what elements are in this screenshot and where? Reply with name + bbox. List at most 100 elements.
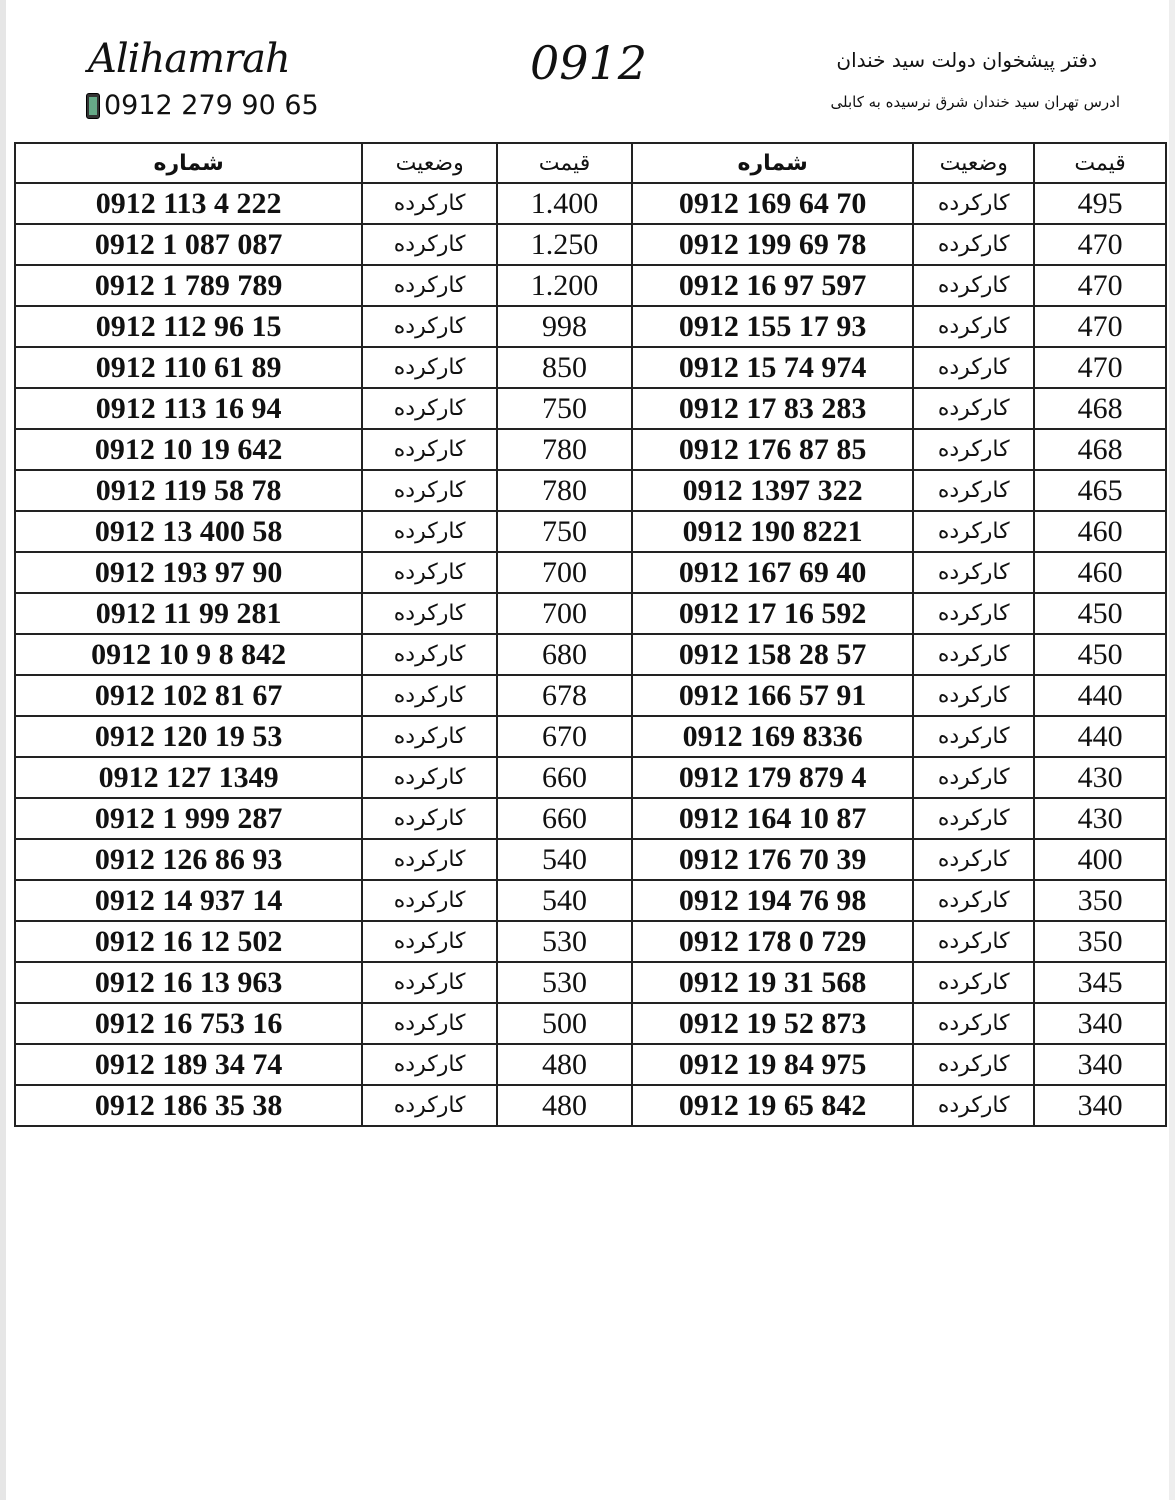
status-cell: کارکرده <box>912 592 1036 635</box>
table-row: 0912 110 61 89 کارکرده 850 0912 15 74 974 کا… <box>13 346 1167 389</box>
number-cell: 0912 178 0 729 <box>630 920 915 963</box>
page-edge <box>0 0 6 1500</box>
number-cell: 0912 15 74 974 <box>630 346 915 389</box>
price-cell: 350 <box>1033 879 1167 922</box>
status-cell: کارکرده <box>361 797 499 840</box>
number-cell: 0912 10 9 8 842 <box>13 633 364 676</box>
price-cell: 750 <box>496 510 633 553</box>
number-cell: 0912 190 8221 <box>630 510 915 553</box>
status-cell: کارکرده <box>912 797 1036 840</box>
table-row: 0912 10 9 8 842 کارکرده 680 0912 158 28 57 ک… <box>13 633 1167 676</box>
price-cell: 700 <box>496 551 633 594</box>
header-price: قیمت <box>1033 142 1167 184</box>
status-cell: کارکرده <box>912 551 1036 594</box>
price-cell: 460 <box>1033 551 1167 594</box>
table-row: 0912 186 35 38 کارکرده 480 0912 19 65 842 کا… <box>13 1084 1167 1127</box>
status-cell: کارکرده <box>912 223 1036 266</box>
price-cell: 1.400 <box>496 182 633 225</box>
status-cell: کارکرده <box>361 674 499 717</box>
number-cell: 0912 11 99 281 <box>13 592 364 635</box>
number-cell: 0912 19 84 975 <box>630 1043 915 1086</box>
number-cell: 0912 120 19 53 <box>13 715 364 758</box>
status-cell: کارکرده <box>912 879 1036 922</box>
number-cell: 0912 113 16 94 <box>13 387 364 430</box>
status-cell: کارکرده <box>912 715 1036 758</box>
number-cell: 0912 179 879 4 <box>630 756 915 799</box>
number-cell: 0912 112 96 15 <box>13 305 364 348</box>
status-cell: کارکرده <box>912 264 1036 307</box>
status-cell: کارکرده <box>361 1084 499 1127</box>
status-cell: کارکرده <box>361 510 499 553</box>
price-cell: 480 <box>496 1043 633 1086</box>
number-cell: 0912 176 87 85 <box>630 428 915 471</box>
number-cell: 0912 1 789 789 <box>13 264 364 307</box>
header-price: قیمت <box>496 142 633 184</box>
number-cell: 0912 1 999 287 <box>13 797 364 840</box>
table-row: 0912 1 999 287 کارکرده 660 0912 164 10 87 کا… <box>13 797 1167 840</box>
number-cell: 0912 167 69 40 <box>630 551 915 594</box>
number-cell: 0912 17 83 283 <box>630 387 915 430</box>
price-cell: 780 <box>496 428 633 471</box>
status-cell: کارکرده <box>361 756 499 799</box>
status-cell: کارکرده <box>361 387 499 430</box>
phone-number: 0912 279 90 65 <box>104 90 319 121</box>
status-cell: کارکرده <box>361 715 499 758</box>
status-cell: کارکرده <box>361 633 499 676</box>
number-cell: 0912 110 61 89 <box>13 346 364 389</box>
price-cell: 465 <box>1033 469 1167 512</box>
number-cell: 0912 166 57 91 <box>630 674 915 717</box>
number-cell: 0912 14 937 14 <box>13 879 364 922</box>
table-row: 0912 113 4 222 کارکرده 1.400 0912 169 64 70… <box>13 182 1167 225</box>
status-cell: کارکرده <box>912 838 1036 881</box>
price-cell: 450 <box>1033 592 1167 635</box>
status-cell: کارکرده <box>912 428 1036 471</box>
number-cell: 0912 169 8336 <box>630 715 915 758</box>
status-cell: کارکرده <box>361 838 499 881</box>
number-cell: 0912 194 76 98 <box>630 879 915 922</box>
number-cell: 0912 16 13 963 <box>13 961 364 1004</box>
number-cell: 0912 19 52 873 <box>630 1002 915 1045</box>
price-cell: 468 <box>1033 387 1167 430</box>
number-cell: 0912 199 69 78 <box>630 223 915 266</box>
status-cell: کارکرده <box>912 961 1036 1004</box>
number-cell: 0912 126 86 93 <box>13 838 364 881</box>
header-number: شماره <box>13 142 364 184</box>
office-address: ادرس تهران سید خندان شرق نرسیده به کابلی <box>830 93 1120 111</box>
status-cell: کارکرده <box>361 469 499 512</box>
number-cell: 0912 186 35 38 <box>13 1084 364 1127</box>
status-cell: کارکرده <box>912 182 1036 225</box>
price-cell: 470 <box>1033 346 1167 389</box>
status-cell: کارکرده <box>912 346 1036 389</box>
table-row: 0912 14 937 14 کارکرده 540 0912 194 76 98 کا… <box>13 879 1167 922</box>
brand-logo: Alihamrah <box>88 36 291 82</box>
price-cell: 470 <box>1033 264 1167 307</box>
number-cell: 0912 119 58 78 <box>13 469 364 512</box>
price-cell: 340 <box>1033 1084 1167 1127</box>
header-status: وضعیت <box>912 142 1036 184</box>
status-cell: کارکرده <box>912 1084 1036 1127</box>
table-row: 0912 126 86 93 کارکرده 540 0912 176 70 39 کا… <box>13 838 1167 881</box>
mobile-phone-icon <box>86 92 100 119</box>
status-cell: کارکرده <box>361 920 499 963</box>
price-cell: 430 <box>1033 756 1167 799</box>
price-cell: 540 <box>496 838 633 881</box>
table-row: 0912 13 400 58 کارکرده 750 0912 190 8221 کار… <box>13 510 1167 553</box>
status-cell: کارکرده <box>912 756 1036 799</box>
price-cell: 450 <box>1033 633 1167 676</box>
header-number: شماره <box>630 142 915 184</box>
number-cell: 0912 102 81 67 <box>13 674 364 717</box>
status-cell: کارکرده <box>912 920 1036 963</box>
price-cell: 460 <box>1033 510 1167 553</box>
price-cell: 998 <box>496 305 633 348</box>
number-cell: 0912 1 087 087 <box>13 223 364 266</box>
table-row: 0912 16 13 963 کارکرده 530 0912 19 31 568 کا… <box>13 961 1167 1004</box>
price-cell: 480 <box>496 1084 633 1127</box>
number-cell: 0912 10 19 642 <box>13 428 364 471</box>
price-cell: 440 <box>1033 674 1167 717</box>
status-cell: کارکرده <box>361 551 499 594</box>
price-cell: 780 <box>496 469 633 512</box>
table-row: 0912 120 19 53 کارکرده 670 0912 169 8336 کار… <box>13 715 1167 758</box>
status-cell: کارکرده <box>361 346 499 389</box>
number-cell: 0912 113 4 222 <box>13 182 364 225</box>
prefix-title: 0912 <box>530 36 648 90</box>
